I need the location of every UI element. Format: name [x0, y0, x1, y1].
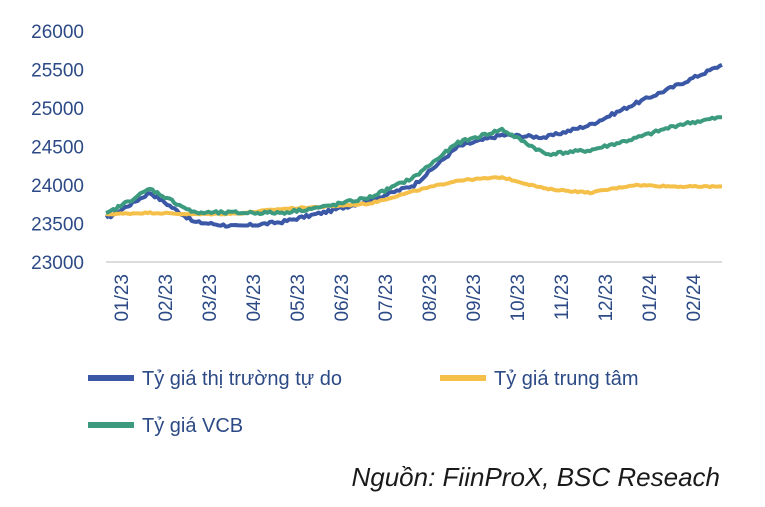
- x-tick-label: 09/23: [464, 274, 485, 322]
- series-line: [104, 63, 723, 229]
- y-axis: 23000 23500 24000 24500 25000 25500 26000: [31, 22, 84, 274]
- x-tick-label: 02/23: [156, 274, 177, 322]
- x-tick-label: 02/24: [684, 274, 705, 322]
- y-tick-label: 23000: [31, 253, 84, 274]
- legend-label: Tỷ giá thị trường tự do: [142, 368, 342, 390]
- x-tick-label: 03/23: [200, 274, 221, 322]
- legend: Tỷ giá thị trường tự do Tỷ giá trung tâm T…: [88, 368, 639, 437]
- y-tick-label: 25000: [31, 99, 84, 120]
- legend-label: Tỷ giá trung tâm: [494, 368, 639, 390]
- x-tick-label: 05/23: [288, 274, 309, 322]
- source-note: Nguồn: FiinProX, BSC Reseach: [351, 462, 720, 492]
- x-tick-label: 11/23: [552, 274, 573, 320]
- x-tick-label: 01/24: [640, 274, 661, 322]
- y-tick-label: 24500: [31, 138, 84, 159]
- series-line: [105, 115, 722, 216]
- series-lines: [104, 63, 723, 229]
- y-tick-label: 25500: [31, 61, 84, 82]
- x-tick-label: 10/23: [508, 274, 529, 322]
- x-tick-label: 12/23: [596, 274, 617, 322]
- x-tick-label: 08/23: [420, 274, 441, 322]
- line-chart: 23000 23500 24000 24500 25000 25500 26000 01/2…: [31, 22, 723, 437]
- x-tick-label: 06/23: [332, 274, 353, 322]
- x-tick-label: 04/23: [244, 274, 265, 322]
- x-axis: 01/23 02/23 03/23 04/23 05/23 06/23 07/23 08/23…: [112, 274, 705, 322]
- x-tick-label: 07/23: [376, 274, 397, 322]
- legend-label: Tỷ giá VCB: [142, 415, 243, 437]
- x-tick-label: 01/23: [112, 274, 133, 322]
- y-tick-label: 24000: [31, 176, 84, 197]
- y-tick-label: 23500: [31, 215, 84, 236]
- y-tick-label: 26000: [31, 22, 84, 43]
